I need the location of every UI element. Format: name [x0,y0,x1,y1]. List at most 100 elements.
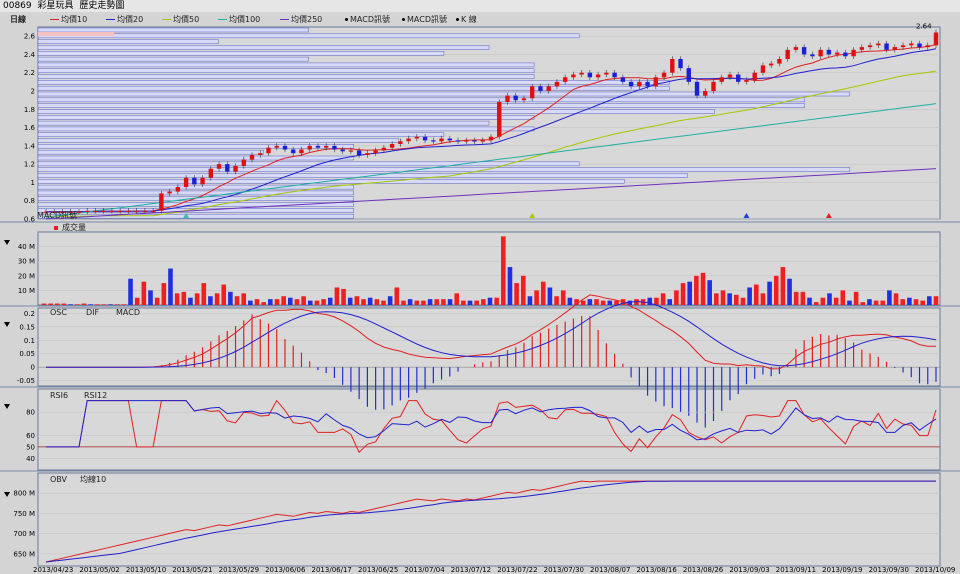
candle-body [711,81,716,91]
candle-body [175,187,181,192]
volume-bar [407,299,413,305]
volume-bar [747,287,752,305]
volume-bar [594,299,599,305]
legend-item[interactable]: 均價20 [106,13,143,26]
legend-label: 均價100 [229,15,261,24]
volume-bar [68,304,73,305]
candle-body [777,59,782,64]
volume-bar [767,281,772,305]
candle-body [109,210,115,212]
macd-legend-label: OSC [50,308,67,317]
macd-ytick: 0 [31,364,35,372]
volume-bar [181,291,187,305]
volume-bar [507,267,513,305]
candle-body [68,211,73,213]
volume-bar [327,297,333,305]
volume-bar [81,303,87,305]
volume-bar [268,299,273,305]
volume-bar [101,304,107,305]
panel-toggle-icon [4,322,10,327]
signal-triangle [529,213,536,218]
candle-body [505,95,510,102]
candle-body [307,145,312,150]
volume-bar [807,297,812,305]
candle-body [315,145,321,148]
volume-bar [660,293,666,305]
volume-ytick: 10 M [18,287,35,295]
candle-body [373,150,378,154]
legend-item[interactable]: MACD訊號 [345,13,390,26]
candle-body [117,210,123,212]
candle-body [768,63,774,66]
legend-item[interactable]: 均價100 [218,13,260,26]
candle-body [200,177,205,185]
candle-body [554,81,560,87]
macd-ytick: 0.1 [24,337,35,345]
signal-triangle [183,213,190,218]
legend-item[interactable]: K 線 [456,13,477,26]
price-ytick: 0.8 [24,197,35,205]
candle-body [595,74,601,78]
volume-profile-bar [37,190,354,196]
ma250-line [45,168,937,220]
volume-bar [334,287,340,305]
candle-body [422,136,428,141]
volume-bar [900,299,906,305]
volume-bar [793,291,799,305]
volume-profile-bar [37,120,490,126]
volume-bar [321,299,326,305]
x-axis-date-label: 2013/07/12 [451,566,491,574]
volume-profile-bar [37,74,535,79]
volume-bar [481,299,486,305]
candle-body [356,150,362,155]
volume-bar [873,300,879,305]
volume-bar [194,293,200,305]
candle-body [513,95,518,101]
panel-toggle-icon [4,492,10,497]
stock-code: 00869 [3,1,32,11]
volume-bar [687,281,693,305]
volume-bar [614,300,619,305]
volume-bar [367,297,373,305]
x-axis-date-label: 2013/09/11 [776,566,816,574]
rsi-ytick: 80 [26,409,35,417]
volume-bar [208,296,213,305]
candle-body [159,193,164,211]
volume-bar [374,299,380,305]
candle-body [826,49,832,55]
volume-profile-bar [37,126,535,132]
rsi12-line [46,400,937,448]
period-label[interactable]: 日線 [10,15,26,24]
volume-bar [860,302,866,305]
legend-item[interactable]: 均價250 [280,13,322,26]
signal-triangle [743,213,750,218]
price-ytick: 1.2 [24,161,35,169]
volume-bar [141,281,147,305]
rsi-legend-label: RSI6 [50,391,68,400]
volume-profile-bar [37,149,264,155]
volume-profile-bar [37,51,445,56]
x-axis-date-label: 2013/05/21 [172,566,212,574]
volume-profile-bar [37,103,805,108]
volume-ytick: 30 M [18,258,35,266]
candle-body [93,210,98,212]
volume-bar [560,290,566,305]
volume-legend-swatch [54,226,58,230]
candle-body [834,52,840,55]
legend-item[interactable]: 均價50 [162,13,199,26]
volume-bar [720,290,726,305]
legend-item[interactable]: 均價10 [50,13,87,26]
volume-bar [733,294,739,305]
volume-bar [494,297,499,305]
candle-body [843,52,848,57]
volume-profile-bar [37,167,851,172]
x-axis-date-label: 2013/09/30 [869,566,909,574]
volume-bar [487,297,493,305]
volume-bar [853,291,859,305]
candle-body [142,210,148,212]
volume-profile-bar [37,213,354,219]
last-price-label: 2.64 [916,22,932,30]
x-axis-date-label: 2013/05/29 [219,566,259,574]
legend-item[interactable]: MACD訊號 [402,13,447,26]
legend-swatch [402,18,405,21]
